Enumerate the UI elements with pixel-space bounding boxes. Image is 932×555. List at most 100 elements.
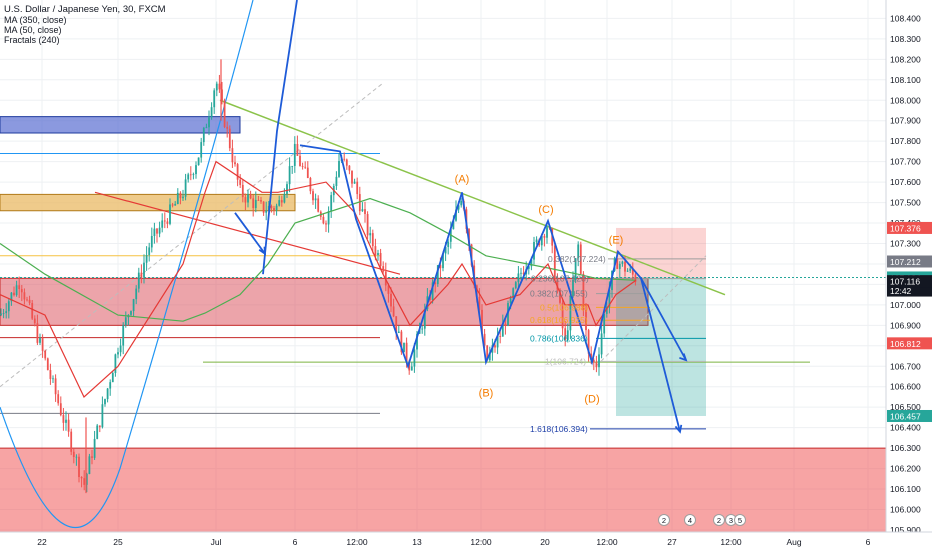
candle-body <box>395 316 398 333</box>
candle-body <box>423 309 426 329</box>
candle-body <box>221 89 223 101</box>
candle-body <box>416 333 418 350</box>
candle-body <box>343 158 346 160</box>
candle-body <box>96 425 99 439</box>
time-tick-label: 12:00 <box>720 537 742 547</box>
candle-body <box>192 174 195 175</box>
candle-body <box>234 162 236 165</box>
candle-body <box>431 282 434 300</box>
candle-body <box>187 174 190 180</box>
candle-body <box>148 247 151 256</box>
candle-body <box>309 178 312 192</box>
candle-body <box>504 323 507 326</box>
candle-body <box>624 261 626 272</box>
candle-body <box>23 292 26 300</box>
price-tick-label: 106.600 <box>890 382 921 392</box>
candle-body <box>460 201 463 206</box>
candle-body <box>335 176 338 186</box>
candle-body <box>413 349 416 367</box>
candle-body <box>421 328 424 330</box>
candle-body <box>517 273 520 283</box>
target-path <box>640 278 681 432</box>
candle-body <box>156 228 158 234</box>
candle-body <box>522 272 525 275</box>
trend-lines <box>0 0 932 528</box>
candle-body <box>124 317 127 326</box>
price-tick-label: 107.700 <box>890 157 921 167</box>
candle-body <box>366 214 369 236</box>
candle-body <box>512 288 515 299</box>
candle-body <box>483 333 486 346</box>
candle-body <box>153 228 156 236</box>
price-tag <box>887 255 932 268</box>
candle-body <box>280 200 283 203</box>
candle-body <box>496 336 499 348</box>
candle-body <box>195 165 197 175</box>
candle-body <box>122 325 125 346</box>
candle-body <box>44 350 47 359</box>
candle-body <box>299 155 301 167</box>
candle-body <box>312 191 314 201</box>
time-tick-label: 6 <box>866 537 871 547</box>
candle-body <box>405 342 408 363</box>
candle-body <box>275 205 278 211</box>
price-tick-label: 107.600 <box>890 177 921 187</box>
candle-body <box>574 258 577 280</box>
fib-label: 0.618(106.925) <box>530 315 588 325</box>
candle-body <box>137 272 140 289</box>
projection-arrows <box>234 0 688 434</box>
candle-body <box>244 197 247 203</box>
candle-body <box>338 160 340 177</box>
candle-body <box>59 403 62 416</box>
candle-body <box>231 148 234 163</box>
fib-labels: 0.382(107.224) 0.236(107.128) 0.382(107.05… <box>530 254 606 434</box>
wave-label: (A) <box>455 173 470 185</box>
candle-body <box>72 451 75 457</box>
candle-body <box>202 127 205 143</box>
time-tick-label: 22 <box>37 537 47 547</box>
candle-body <box>499 336 502 337</box>
candle-body <box>397 331 400 333</box>
event-icon-count: 2 <box>717 516 721 525</box>
candle-body <box>587 330 590 354</box>
candle-body <box>369 233 372 236</box>
candle-body <box>36 323 39 343</box>
candle-body <box>249 194 252 199</box>
candle-body <box>88 456 91 474</box>
candle-body <box>371 233 374 247</box>
candle-body <box>143 262 145 278</box>
candle-body <box>223 100 226 127</box>
time-tick-label: Aug <box>786 537 801 547</box>
candle-body <box>608 290 611 307</box>
candle-body <box>377 253 379 256</box>
candle-body <box>291 165 294 167</box>
event-icon <box>713 514 725 526</box>
candle-body <box>345 159 348 166</box>
candle-body <box>140 272 143 278</box>
price-tick-label: 106.400 <box>890 423 921 433</box>
candle-body <box>75 456 78 458</box>
candle-body <box>600 333 603 355</box>
time-axis[interactable]: 22 25 Jul 6 12:00 13 12:00 20 12:00 27 12:00 Aug 6 <box>0 531 932 550</box>
price-tag <box>887 409 932 422</box>
candle-body <box>457 205 460 210</box>
candle-body <box>119 345 122 353</box>
candle-body <box>579 244 582 274</box>
candle-body <box>83 478 86 485</box>
candle-body <box>301 166 304 167</box>
candle-body <box>33 318 36 324</box>
candle-body <box>364 209 366 215</box>
candle-body <box>582 273 585 311</box>
price-axis[interactable]: 108.400 108.300 108.200 108.100 108.000 107.9… <box>885 0 932 535</box>
candle-body <box>530 259 533 267</box>
parabolic-curve <box>0 0 254 528</box>
candle-body <box>553 245 556 280</box>
candle-body <box>169 204 171 224</box>
candles <box>0 59 637 494</box>
candle-body <box>631 268 634 275</box>
candle-body <box>356 181 359 195</box>
triangle-bottom-line <box>94 191 401 275</box>
wave-label: (E) <box>609 235 624 247</box>
